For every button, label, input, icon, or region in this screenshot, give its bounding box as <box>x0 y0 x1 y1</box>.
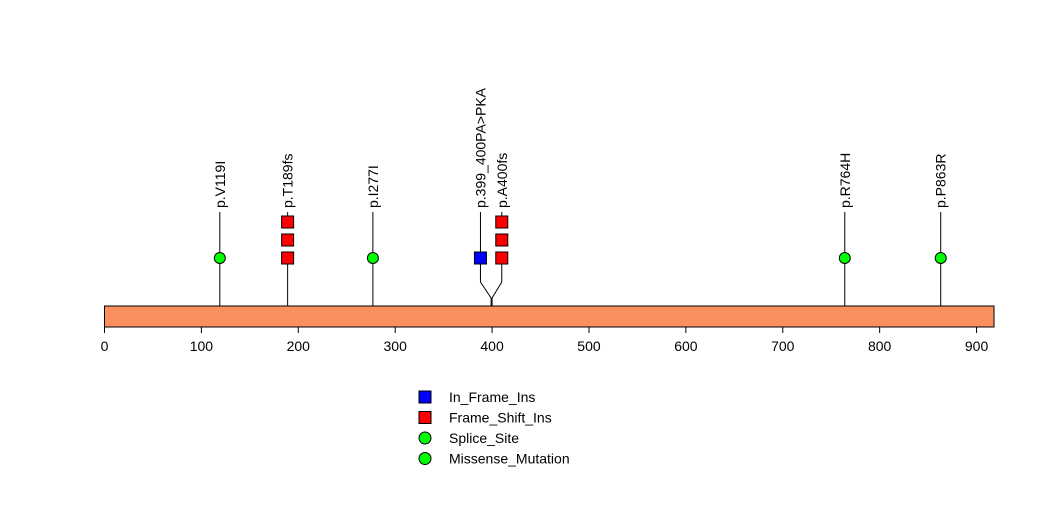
mutation-stems <box>219 212 942 306</box>
mutation-marker <box>281 251 295 265</box>
legend-label: Splice_Site <box>449 430 519 446</box>
x-tick-label: 300 <box>384 338 408 354</box>
legend-symbol <box>418 452 432 465</box>
legend-symbol <box>418 411 432 424</box>
mutation-marker <box>495 215 509 229</box>
x-tick-label: 500 <box>577 338 601 354</box>
x-tick-label: 800 <box>868 338 892 354</box>
legend-symbol <box>418 431 432 445</box>
mutation-stem <box>491 258 503 306</box>
mutation-stem <box>479 258 492 306</box>
mutation-marker <box>838 252 851 264</box>
mutation-marker <box>281 215 295 229</box>
mutation-marker <box>934 252 947 264</box>
legend-label: Frame_Shift_Ins <box>449 410 552 426</box>
mutation-marker <box>495 251 509 265</box>
mutation-label: p.V119I <box>212 161 228 208</box>
legend-symbol <box>418 390 432 404</box>
x-axis: 0 100 200 300 400 500 600 700 800 900 <box>101 326 989 354</box>
mutation-label: p.A400fs <box>494 153 510 208</box>
x-tick-label: 900 <box>965 338 989 354</box>
mutation-marker <box>495 233 509 247</box>
legend: In_Frame_Ins Frame_Shift_Ins Splice_Site Mi… <box>418 389 570 467</box>
mutation-marker <box>366 252 379 264</box>
mutation-marker <box>213 252 226 264</box>
x-tick-label: 0 <box>101 338 109 354</box>
mutation-marker <box>281 233 295 247</box>
mutation-label: p.R764H <box>837 153 853 208</box>
mutation-label: p.399_400PA>PKA <box>472 87 488 208</box>
protein-bar <box>104 305 995 328</box>
mutation-markers <box>213 215 947 265</box>
mutation-label: p.P863R <box>933 154 949 208</box>
mutation-labels: p.V119I p.T189fs p.I277I p.399_400PA>PKA p.A… <box>212 87 949 208</box>
x-tick-label: 700 <box>771 338 795 354</box>
x-tick-label: 200 <box>287 338 311 354</box>
legend-label: In_Frame_Ins <box>449 389 535 405</box>
mutation-label: p.I277I <box>365 165 381 208</box>
mutation-marker <box>473 251 487 265</box>
x-tick-label: 400 <box>480 338 504 354</box>
x-tick-label: 600 <box>674 338 698 354</box>
mutation-label: p.T189fs <box>280 154 296 208</box>
x-tick-label: 100 <box>190 338 214 354</box>
legend-label: Missense_Mutation <box>449 451 570 467</box>
